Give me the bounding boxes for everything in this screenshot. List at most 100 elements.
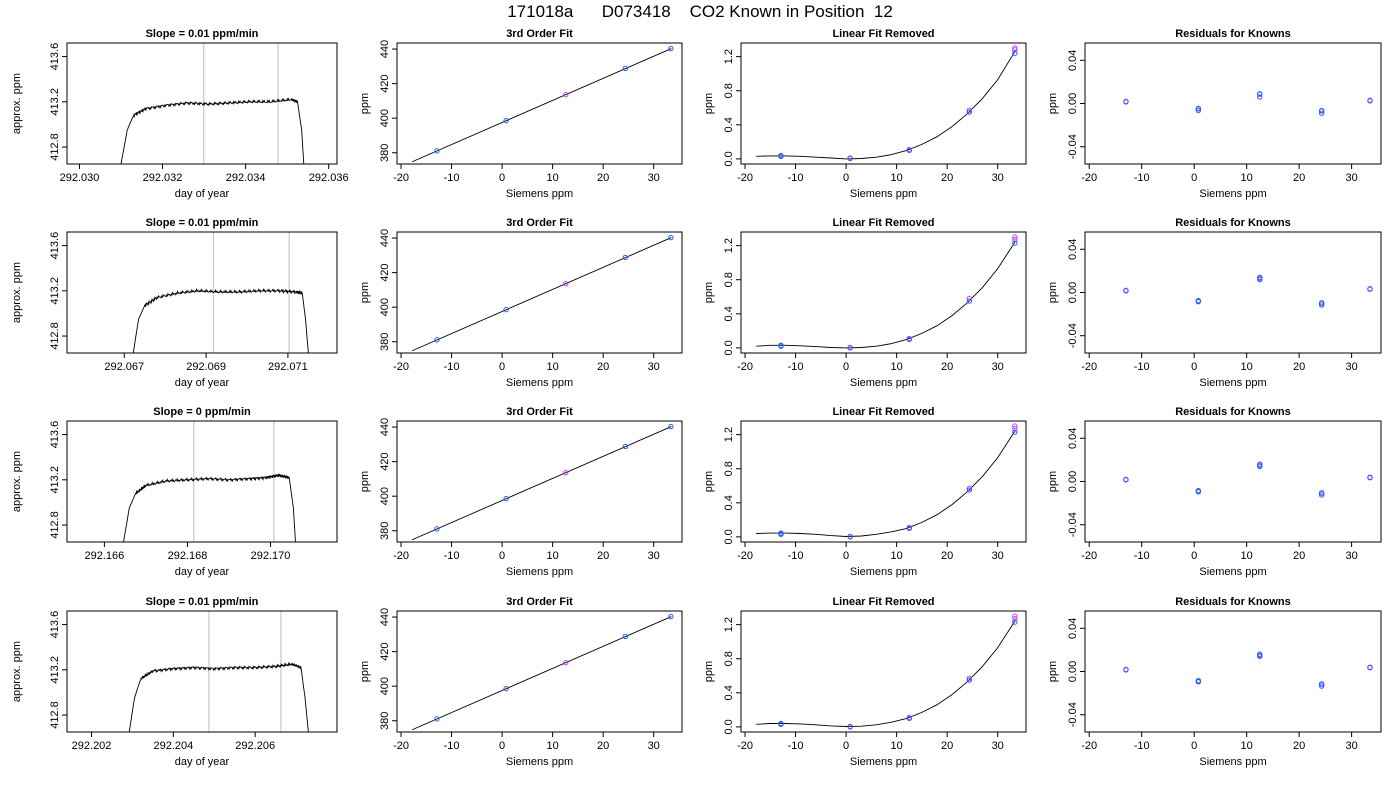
y-tick-label: 380 <box>379 144 391 162</box>
x-tick-label: 292.036 <box>309 172 349 184</box>
data-point <box>1123 99 1129 105</box>
data-point <box>847 724 853 730</box>
data-point <box>847 155 853 162</box>
data-point <box>1012 234 1018 240</box>
data-point <box>966 295 973 302</box>
y-tick-label: 0.8 <box>723 272 735 287</box>
data-point <box>1195 105 1202 112</box>
plot-area <box>1123 274 1373 308</box>
y-tick-label: 420 <box>379 263 391 281</box>
x-tick-label: 0 <box>499 740 505 752</box>
panel-fit-1: 3rd Order Fit -20 -10 0 10 20 30 380 400 420 440 Si… <box>359 217 683 389</box>
data-point <box>1123 288 1129 294</box>
panel-trace-0: Slope = 0.01 ppm/min 292.030 292.032 292.03… <box>11 28 349 200</box>
panel-title: Slope = 0 ppm/min <box>153 406 251 418</box>
x-tick-label: 0 <box>843 172 849 184</box>
x-tick-label: -20 <box>393 172 409 184</box>
plot-area <box>1123 461 1373 498</box>
y-tick-label: 0.04 <box>1067 239 1079 260</box>
data-point <box>1318 683 1325 689</box>
x-tick-label: 20 <box>941 361 953 373</box>
data-point <box>906 525 912 532</box>
data-point <box>668 613 674 620</box>
data-point <box>1012 615 1018 622</box>
data-point <box>966 298 973 304</box>
x-tick-label: -10 <box>444 361 460 373</box>
x-axis-label: day of year <box>175 566 230 578</box>
y-tick-label: 0.8 <box>723 461 735 476</box>
y-tick-label: 400 <box>379 487 391 505</box>
data-point <box>1318 490 1325 496</box>
fit-curve <box>756 241 1016 349</box>
x-tick-label: 292.202 <box>72 740 112 752</box>
x-tick-label: 0 <box>1191 361 1197 373</box>
panel-title: Residuals for Knowns <box>1175 28 1291 40</box>
x-tick-label: 20 <box>941 172 953 184</box>
panel-title: 3rd Order Fit <box>506 406 573 418</box>
data-point <box>1257 94 1263 100</box>
data-point <box>668 45 674 52</box>
fit-curve <box>756 430 1016 537</box>
panel-title: Residuals for Knowns <box>1175 596 1291 608</box>
fit-curve <box>756 50 1016 160</box>
x-tick-label: 10 <box>547 740 559 752</box>
y-tick-label: 413.2 <box>49 277 61 305</box>
x-tick-label: -20 <box>1081 740 1097 752</box>
y-axis-label: ppm <box>1047 661 1059 682</box>
trace-line <box>123 473 296 542</box>
fit-line <box>411 616 672 731</box>
data-point <box>1012 45 1018 51</box>
data-point <box>1367 475 1373 481</box>
x-tick-label: -20 <box>737 550 753 562</box>
data-point <box>778 152 784 159</box>
x-tick-label: 30 <box>992 361 1004 373</box>
data-point <box>1318 681 1325 687</box>
data-point <box>847 534 853 540</box>
y-tick-label: 412.8 <box>49 701 61 729</box>
x-tick-label: -20 <box>393 550 409 562</box>
x-tick-label: 0 <box>1191 740 1197 752</box>
data-point <box>906 147 912 154</box>
y-tick-label: 412.8 <box>49 133 61 161</box>
data-point <box>1318 300 1325 306</box>
y-tick-label: 0.8 <box>723 83 735 98</box>
y-tick-label: 1.2 <box>723 617 735 632</box>
y-tick-label: 0.00 <box>1067 661 1079 682</box>
panel-resid-0: Residuals for Knowns -20 -10 0 10 20 30 -0.04 0.… <box>1047 28 1382 200</box>
x-tick-label: 0 <box>843 550 849 562</box>
x-tick-label: -10 <box>1134 550 1150 562</box>
y-tick-label: 1.2 <box>723 427 735 442</box>
plot-area <box>123 473 296 542</box>
panel-resid-2: Residuals for Knowns -20 -10 0 10 20 30 -0.04 0.… <box>1047 406 1382 578</box>
data-point <box>1123 667 1129 673</box>
data-point <box>622 443 629 450</box>
plot-area <box>411 45 674 163</box>
x-tick-label: 30 <box>1345 172 1357 184</box>
x-axis-label: Siemens ppm <box>506 188 573 200</box>
y-tick-label: 420 <box>379 452 391 470</box>
y-tick-label: 413.6 <box>49 232 61 260</box>
y-tick-label: 420 <box>379 74 391 92</box>
plot-area <box>756 613 1018 730</box>
x-tick-label: -20 <box>393 361 409 373</box>
y-axis-label: approx. ppm <box>11 641 23 702</box>
x-tick-label: 0 <box>1191 172 1197 184</box>
plot-area <box>1123 91 1373 116</box>
data-point <box>1012 47 1018 53</box>
y-tick-label: 413.6 <box>49 43 61 71</box>
data-point <box>966 109 973 115</box>
y-tick-label: 0.04 <box>1067 50 1079 71</box>
y-axis-label: ppm <box>1047 93 1059 114</box>
y-axis-label: ppm <box>703 282 715 303</box>
x-tick-label: 0 <box>843 740 849 752</box>
panel-title: Linear Fit Removed <box>832 596 934 608</box>
y-tick-label: 1.2 <box>723 49 735 64</box>
data-point <box>622 633 629 640</box>
data-point <box>1367 98 1373 104</box>
x-tick-label: 10 <box>1241 740 1253 752</box>
data-point <box>1367 286 1373 292</box>
data-point <box>503 306 509 313</box>
x-axis-label: day of year <box>175 756 230 768</box>
x-axis-label: Siemens ppm <box>506 566 573 578</box>
data-point <box>1012 619 1018 625</box>
